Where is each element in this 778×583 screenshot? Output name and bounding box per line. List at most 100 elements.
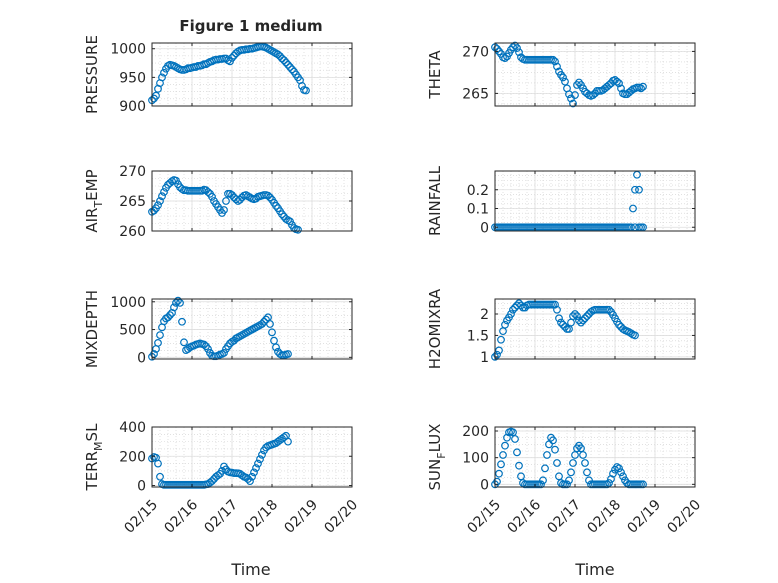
- data-point: [555, 314, 563, 323]
- data-point: [515, 461, 523, 470]
- subplot-7: 0 100 200 02/15 02/16 02/17 02/18 02/19 02/20 SUN…: [426, 424, 704, 537]
- data-point: [515, 299, 523, 308]
- y-tick-label: 0: [137, 350, 146, 366]
- y-tick-label: 0: [480, 220, 489, 236]
- data-point: [294, 225, 302, 234]
- data-point: [284, 350, 292, 358]
- data-point: [495, 469, 503, 478]
- data-point: [270, 336, 278, 345]
- data-point: [302, 86, 310, 95]
- data-point: [605, 305, 613, 314]
- data-point: [286, 63, 294, 71]
- data-point: [172, 298, 180, 307]
- data-point: [282, 58, 290, 67]
- data-point: [154, 201, 162, 210]
- subplot-3: 0 0.1 0.2 RAINFALL: [426, 165, 696, 236]
- data-point: [238, 471, 246, 480]
- y-axis-label: RAINFALL: [426, 165, 444, 236]
- data-point: [619, 325, 627, 333]
- y-tick-label: 265: [119, 194, 146, 210]
- data-point: [254, 459, 262, 468]
- data-point: [497, 335, 505, 344]
- data-point: [509, 305, 517, 314]
- data-point: [573, 312, 581, 321]
- data-point: [509, 428, 517, 437]
- data-point: [501, 441, 509, 450]
- data-point: [627, 86, 635, 95]
- x-tick-label: 02/16: [161, 497, 201, 537]
- data-point: [208, 477, 216, 486]
- data-point: [264, 191, 272, 200]
- data-point: [288, 65, 296, 74]
- data-point: [615, 464, 623, 473]
- data-point: [164, 313, 172, 322]
- data-point: [579, 316, 587, 325]
- y-tick-label: 900: [119, 99, 146, 115]
- data-point: [222, 197, 230, 205]
- data-point: [553, 305, 561, 314]
- data-point: [493, 350, 501, 359]
- data-point: [230, 51, 238, 60]
- subplot-5: 1 1.5 2 H2OMIXRA: [426, 288, 696, 369]
- data-point: [557, 318, 565, 327]
- data-point: [513, 44, 521, 52]
- data-point: [272, 343, 280, 352]
- data-point: [541, 464, 549, 473]
- axes-frame: [494, 170, 696, 232]
- y-tick-label: 1: [480, 350, 489, 366]
- data-point: [228, 191, 236, 199]
- data-point: [581, 314, 589, 323]
- data-point: [246, 477, 254, 486]
- y-axis-label: TERRMSL: [83, 423, 105, 492]
- data-point: [200, 340, 208, 349]
- data-point: [180, 338, 188, 347]
- y-tick-label: 1000: [110, 295, 146, 311]
- data-point: [537, 480, 545, 489]
- data-point: [509, 43, 517, 52]
- data-point: [493, 477, 501, 486]
- data-point: [156, 197, 164, 205]
- y-tick-label: 950: [119, 70, 146, 86]
- data-point: [559, 320, 567, 329]
- data-point: [495, 346, 503, 355]
- data-point: [220, 348, 228, 357]
- data-point: [284, 60, 292, 69]
- data-point: [613, 463, 621, 471]
- subplot-4: 0 500 1000 MIXDEPTH: [83, 290, 353, 368]
- y-tick-label: 270: [119, 164, 146, 180]
- data-point: [561, 77, 569, 86]
- data-point: [569, 459, 577, 467]
- data-point: [631, 331, 639, 340]
- data-point: [633, 170, 641, 179]
- data-point: [204, 345, 212, 353]
- y-axis-label: THETA: [426, 50, 444, 100]
- data-point: [625, 328, 633, 336]
- x-axis-label-left: Time: [230, 560, 270, 579]
- data-point: [248, 472, 256, 481]
- data-point: [549, 55, 557, 64]
- data-point: [266, 320, 274, 328]
- data-point: [515, 48, 523, 57]
- data-point: [262, 443, 270, 452]
- y-tick-label: 270: [462, 44, 489, 60]
- data-point: [250, 468, 258, 477]
- x-tick-label: 02/19: [624, 497, 664, 537]
- x-tick-label: 02/20: [664, 497, 704, 537]
- data-point: [258, 450, 266, 459]
- data-point: [214, 471, 222, 480]
- y-axis-label: PRESSURE: [83, 35, 101, 114]
- data-point: [545, 440, 553, 449]
- data-point: [559, 73, 567, 82]
- subplot-2: 260 265 270 AIRTEMP: [83, 164, 353, 240]
- x-tick-label: 02/20: [321, 497, 361, 537]
- y-axis-label: H2OMIXRA: [426, 288, 444, 369]
- data-point: [166, 311, 174, 320]
- y-tick-label: 0.1: [467, 202, 489, 218]
- data-point: [499, 327, 507, 336]
- y-tick-label: 100: [462, 451, 489, 467]
- data-point: [256, 455, 264, 464]
- data-point: [244, 475, 252, 483]
- data-point: [497, 460, 505, 469]
